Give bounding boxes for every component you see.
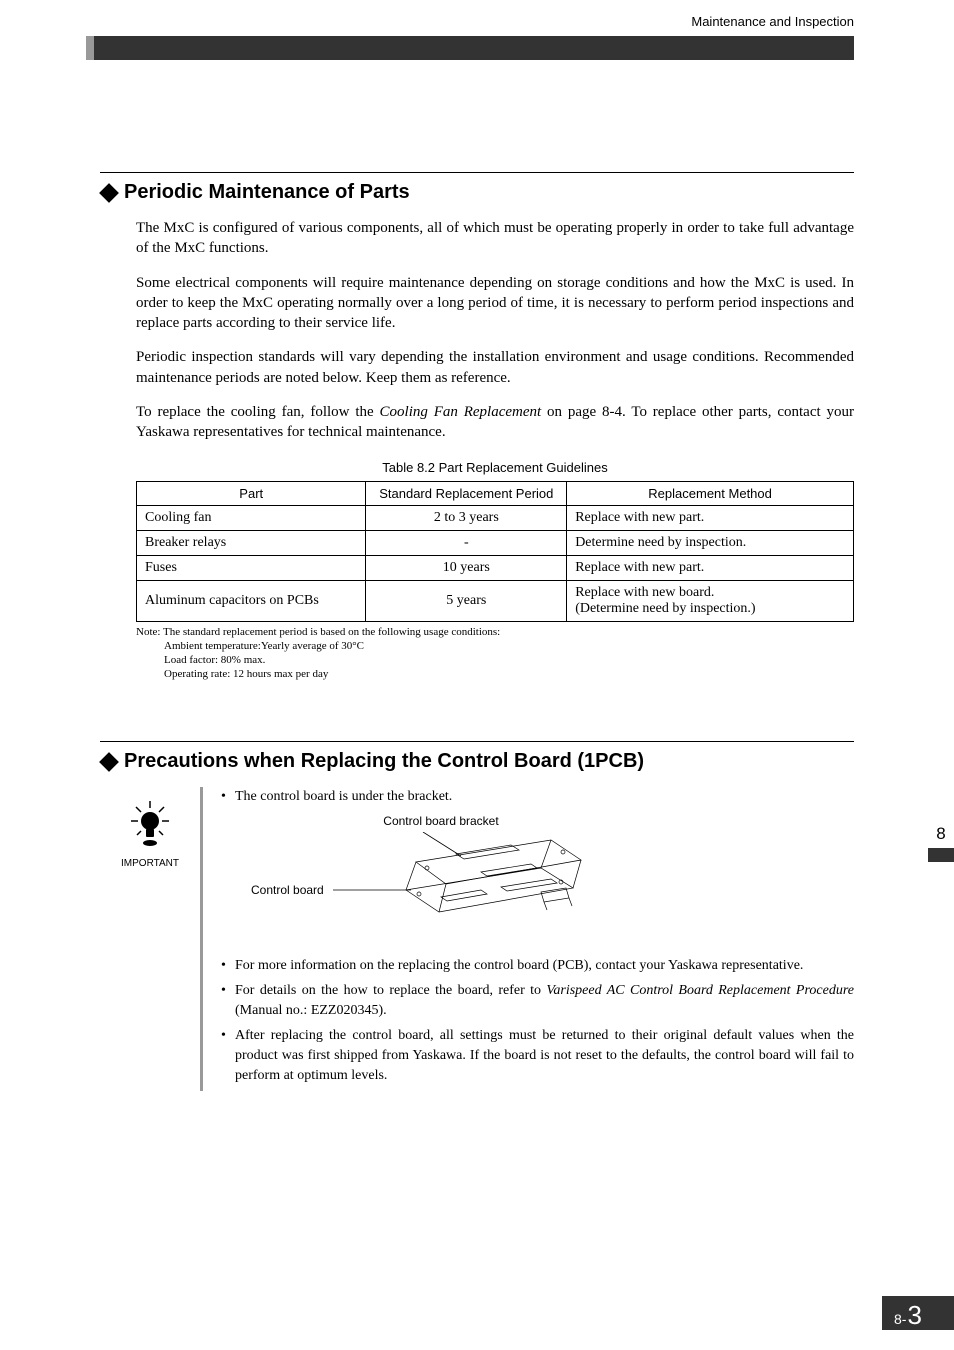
list-item: For more information on the replacing th… — [221, 956, 854, 976]
list-item: After replacing the control board, all s… — [221, 1026, 854, 1085]
note-line-3: Load factor: 80% max. — [136, 654, 854, 668]
td: Replace with new part. — [567, 556, 854, 581]
side-chapter-number: 8 — [928, 824, 954, 844]
td: Replace with new board. (Determine need … — [567, 581, 854, 622]
list-item: For details on the how to replace the bo… — [221, 981, 854, 1020]
important-column: IMPORTANT — [100, 787, 200, 1091]
td: Fuses — [137, 556, 366, 581]
para-2: Some electrical components will require … — [136, 273, 854, 334]
section-1-body: The MxC is configured of various compone… — [136, 218, 854, 622]
td: Aluminum capacitors on PCBs — [137, 581, 366, 622]
section-2: Precautions when Replacing the Control B… — [100, 741, 854, 1091]
td: Breaker relays — [137, 531, 366, 556]
note-line-1: Note: The standard replacement period is… — [136, 626, 854, 640]
bullet3-italic: Varispeed AC Control Board Replacement P… — [546, 983, 854, 998]
section-title-2: Precautions when Replacing the Control B… — [124, 750, 644, 773]
important-label: IMPORTANT — [100, 858, 200, 869]
precautions-body: The control board is under the bracket. … — [200, 787, 854, 1091]
diamond-icon — [99, 183, 119, 203]
figure-top-label: Control board bracket — [311, 813, 571, 830]
table-row: Breaker relays - Determine need by inspe… — [137, 531, 854, 556]
para-1: The MxC is configured of various compone… — [136, 218, 854, 259]
td: 10 years — [366, 556, 567, 581]
note-line-2: Ambient temperature:Yearly average of 30… — [136, 640, 854, 654]
table-caption: Table 8.2 Part Replacement Guidelines — [136, 460, 854, 475]
bullet3a: For details on the how to replace the bo… — [235, 983, 546, 998]
td: 2 to 3 years — [366, 506, 567, 531]
precautions-row: IMPORTANT The control board is under the… — [100, 787, 854, 1091]
control-board-figure: Control board — [251, 832, 631, 942]
section-title-1: Periodic Maintenance of Parts — [124, 181, 410, 204]
header-breadcrumb: Maintenance and Inspection — [691, 14, 854, 29]
diamond-icon — [99, 752, 119, 772]
content-area: Periodic Maintenance of Parts The MxC is… — [100, 68, 854, 1091]
page-header: Maintenance and Inspection — [100, 14, 854, 68]
footer-page-number: 3 — [907, 1300, 921, 1331]
td: 5 years — [366, 581, 567, 622]
para-4a: To replace the cooling fan, follow the — [136, 404, 380, 420]
para-4: To replace the cooling fan, follow the C… — [136, 402, 854, 443]
table-row: Aluminum capacitors on PCBs 5 years Repl… — [137, 581, 854, 622]
section-rule — [100, 172, 854, 173]
page: Maintenance and Inspection Periodic Main… — [0, 0, 954, 1350]
table-header-row: Part Standard Replacement Period Replace… — [137, 482, 854, 506]
th-period: Standard Replacement Period — [366, 482, 567, 506]
footer-prefix: 8- — [894, 1311, 906, 1327]
side-chapter-bar — [928, 848, 954, 862]
section-rule — [100, 741, 854, 742]
header-bar-dark — [94, 36, 854, 60]
td: Replace with new part. — [567, 506, 854, 531]
bullet3b: (Manual no.: EZZ020345). — [235, 1003, 387, 1018]
para-3: Periodic inspection standards will vary … — [136, 347, 854, 388]
note-line-4: Operating rate: 12 hours max per day — [136, 668, 854, 682]
para-4-italic: Cooling Fan Replacement — [380, 404, 542, 420]
td: Determine need by inspection. — [567, 531, 854, 556]
parts-table: Part Standard Replacement Period Replace… — [136, 481, 854, 622]
section-heading-2: Precautions when Replacing the Control B… — [100, 750, 854, 773]
section-heading-1: Periodic Maintenance of Parts — [100, 181, 854, 204]
table-row: Fuses 10 years Replace with new part. — [137, 556, 854, 581]
footer-page-tab: 8-3 — [882, 1296, 954, 1330]
th-part: Part — [137, 482, 366, 506]
figure-wrap: Control board bracket Control board — [251, 813, 854, 942]
lightbulb-icon — [128, 801, 172, 854]
td: - — [366, 531, 567, 556]
th-method: Replacement Method — [567, 482, 854, 506]
table-row: Cooling fan 2 to 3 years Replace with ne… — [137, 506, 854, 531]
list-item: The control board is under the bracket. — [221, 787, 854, 807]
side-chapter-tab: 8 — [928, 824, 954, 862]
figure-left-label: Control board — [251, 883, 324, 897]
table-note: Note: The standard replacement period is… — [136, 626, 854, 681]
td: Cooling fan — [137, 506, 366, 531]
